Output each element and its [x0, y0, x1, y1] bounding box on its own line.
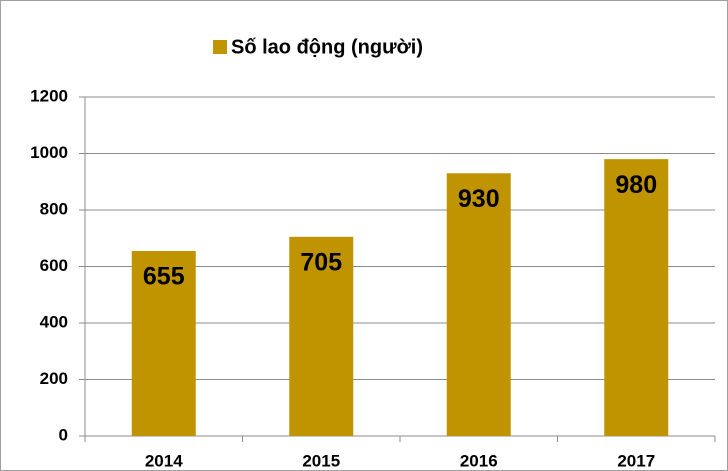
- bar: [289, 236, 354, 436]
- x-tick-label: 2015: [302, 451, 340, 470]
- x-tick-label: 2017: [617, 451, 655, 470]
- x-tick-label: 2014: [145, 451, 183, 470]
- y-tick-label: 600: [40, 256, 68, 275]
- y-tick-label: 1000: [30, 143, 68, 162]
- bar: [446, 173, 511, 436]
- bar: [604, 159, 669, 436]
- data-label: 655: [143, 263, 185, 291]
- y-tick-label: 1200: [30, 86, 68, 105]
- y-tick-label: 0: [59, 425, 68, 444]
- data-label: 705: [300, 248, 342, 276]
- x-tick-label: 2016: [460, 451, 498, 470]
- y-tick-label: 200: [40, 369, 68, 388]
- bar: [131, 250, 196, 436]
- legend-label: Số lao động (người): [231, 36, 423, 58]
- y-tick-label: 800: [40, 199, 68, 218]
- data-label: 980: [615, 171, 657, 199]
- legend-swatch: [213, 40, 227, 54]
- data-label: 930: [458, 185, 500, 213]
- y-tick-label: 400: [40, 312, 68, 331]
